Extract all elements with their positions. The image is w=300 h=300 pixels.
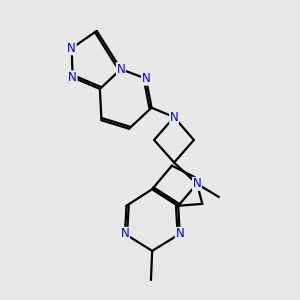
Text: N: N: [121, 227, 129, 240]
Text: N: N: [193, 177, 201, 190]
Text: N: N: [176, 227, 184, 240]
Text: N: N: [170, 111, 178, 124]
Text: N: N: [67, 42, 76, 55]
Text: N: N: [116, 63, 125, 76]
Text: N: N: [68, 71, 77, 84]
Text: N: N: [142, 72, 150, 85]
